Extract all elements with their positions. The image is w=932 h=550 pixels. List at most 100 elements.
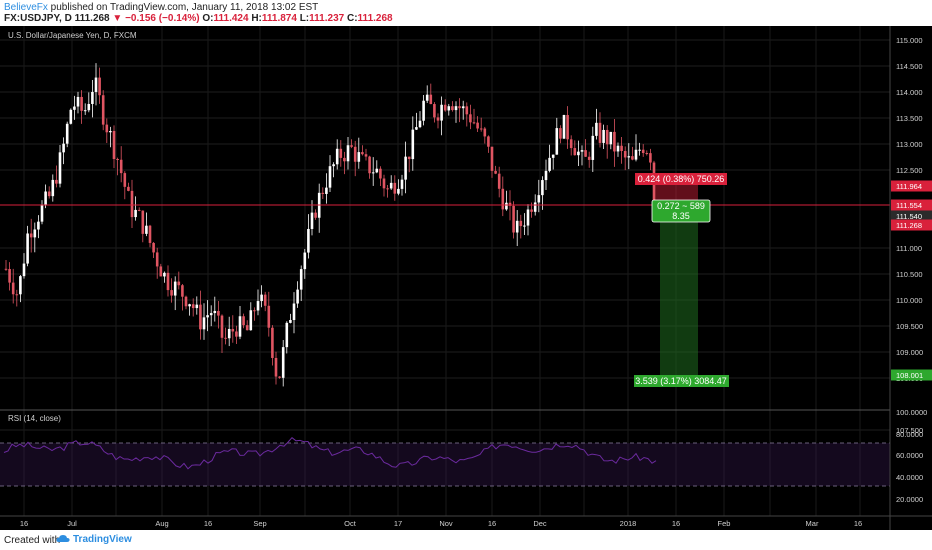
candle-body: [87, 103, 91, 111]
high-value: 111.874: [261, 13, 297, 24]
candle-body: [55, 179, 58, 184]
candle-body: [281, 347, 285, 378]
candle-body: [335, 148, 339, 165]
candle-body: [375, 168, 379, 173]
price-tick-label: 109.500: [896, 322, 923, 331]
low-label: L:: [299, 13, 310, 24]
candle-body: [551, 154, 555, 158]
candle-body: [526, 209, 530, 226]
close-value: 111.268: [357, 13, 393, 24]
time-axis-label: Mar: [806, 519, 819, 528]
symbol-label: FX:USDJPY, D: [4, 13, 72, 24]
time-axis-label: 16: [20, 519, 28, 528]
candle-body: [163, 272, 166, 277]
candle-body: [209, 313, 213, 316]
candle-body: [587, 156, 591, 160]
candle-body: [537, 195, 541, 203]
candle-body: [11, 282, 15, 295]
price-badge-label: 108.001: [896, 371, 923, 380]
target-label: 3.539 (3.17%) 3084.47: [635, 376, 727, 386]
candle-body: [562, 114, 566, 139]
candle-body: [206, 315, 209, 318]
candle-body: [476, 122, 479, 129]
candle-body: [605, 129, 609, 145]
rsi-ticks: 100.0000 80.0000 60.0000 40.0000 20.0000: [896, 408, 927, 504]
candle-body: [328, 166, 332, 188]
candle-body: [303, 252, 307, 270]
candle-body: [569, 139, 573, 149]
candle-body: [548, 157, 551, 171]
candle-body: [105, 124, 109, 133]
candle-body: [227, 328, 231, 339]
candle-body: [479, 128, 483, 130]
take-profit-zone[interactable]: [660, 205, 698, 375]
candle-body: [490, 146, 494, 171]
candle-body: [137, 209, 141, 211]
candle-body: [631, 156, 634, 160]
candle-body: [530, 209, 533, 212]
candle-body: [346, 145, 350, 162]
candle-body: [591, 135, 595, 160]
candle-body: [51, 179, 55, 197]
price-tick-label: 111.000: [896, 244, 922, 253]
candle-body: [429, 94, 433, 105]
candle-body: [447, 106, 451, 111]
stop-label: 0.424 (0.38%) 750.26: [638, 174, 725, 184]
candle-body: [278, 376, 281, 378]
candle-body: [382, 178, 386, 189]
candle-body: [80, 96, 83, 111]
brand-name: TradingView: [73, 534, 132, 545]
chart-canvas[interactable]: 0.424 (0.38%) 750.26 0.272 ~ 589 8.35 3.…: [0, 26, 932, 530]
candle-body: [296, 289, 299, 304]
candle-body: [379, 168, 382, 179]
candle-body: [541, 180, 544, 196]
candle-body: [267, 305, 271, 328]
candle-body: [91, 91, 94, 104]
candle-body: [616, 145, 620, 152]
candle-body: [217, 310, 220, 316]
price-tick-label: 109.000: [896, 348, 923, 357]
price-axis[interactable]: [890, 26, 932, 530]
candle-body: [249, 310, 253, 331]
candle-body: [350, 145, 353, 147]
candle-body: [40, 204, 44, 222]
time-axis-label: Dec: [533, 519, 547, 528]
candle-body: [98, 77, 101, 96]
candle-body: [343, 157, 346, 162]
ohlc-line: FX:USDJPY, D 111.268 ▼ −0.156 (−0.14%) O…: [4, 13, 393, 24]
ratio-label-line2: 8.35: [672, 211, 690, 221]
low-value: 111.237: [309, 13, 345, 24]
candle-body: [292, 303, 296, 320]
cloud-icon: [56, 535, 70, 542]
candle-body: [195, 304, 199, 309]
chart-area[interactable]: 0.424 (0.38%) 750.26 0.272 ~ 589 8.35 3.…: [0, 26, 932, 530]
time-axis[interactable]: 16 Jul Aug 16 Sep Oct 17 Nov 16 Dec 2018 16 Feb Mar 16: [20, 519, 862, 528]
candle-body: [458, 106, 461, 109]
candle-body: [483, 128, 487, 137]
candle-body: [148, 225, 152, 243]
rsi-tick-label: 80.0000: [896, 430, 923, 439]
rsi-tick-label: 100.0000: [896, 408, 927, 417]
author-link[interactable]: BelieveFx: [4, 2, 48, 13]
candle-body: [598, 122, 602, 143]
price-tick-label: 114.000: [896, 88, 923, 97]
candle-body: [159, 266, 163, 277]
time-axis-label: Nov: [439, 519, 453, 528]
candle-body: [400, 179, 404, 189]
candle-body: [411, 129, 415, 160]
candle-body: [260, 294, 263, 302]
candle-body: [166, 272, 170, 291]
candle-body: [271, 327, 274, 358]
tradingview-logo[interactable]: TradingView: [56, 534, 132, 545]
price-badge: [891, 369, 932, 381]
candle-body: [242, 316, 245, 326]
candle-body: [623, 151, 627, 158]
candle-body: [487, 136, 490, 147]
footer: Created with TradingView: [0, 530, 932, 550]
price-badge-label: 111.964: [896, 182, 922, 191]
time-axis-label: Jul: [67, 519, 77, 528]
grid-lines: [0, 26, 890, 516]
publish-info: BelieveFx published on TradingView.com, …: [4, 2, 318, 13]
candle-body: [613, 131, 616, 152]
price-tick-label: 113.500: [896, 114, 923, 123]
